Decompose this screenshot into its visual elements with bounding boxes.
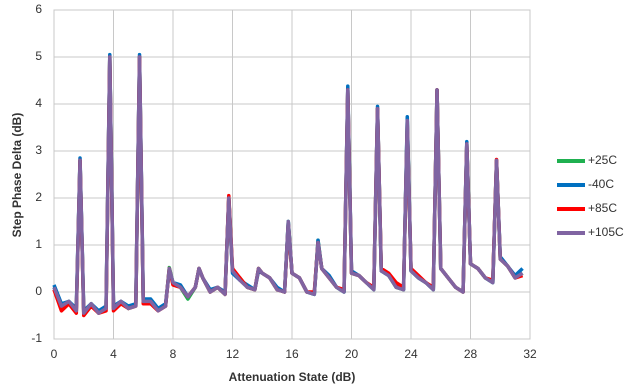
x-tick-label: 8 — [170, 347, 177, 361]
legend-label: +85C — [588, 201, 617, 215]
x-tick-label: 32 — [523, 347, 537, 361]
x-axis-title: Attenuation State (dB) — [229, 370, 356, 384]
x-tick-label: 28 — [464, 347, 478, 361]
x-tick-label: 16 — [285, 347, 299, 361]
legend-label: -40C — [588, 177, 614, 191]
y-tick-label: 4 — [35, 96, 42, 110]
series-line — [52, 52, 524, 313]
y-tick-label: 2 — [35, 190, 42, 204]
legend-label: +105C — [588, 225, 624, 239]
series-line — [52, 55, 524, 315]
y-tick-label: 0 — [35, 284, 42, 298]
series-line — [52, 55, 524, 315]
x-tick-label: 0 — [51, 347, 58, 361]
y-tick-label: 5 — [35, 49, 42, 63]
y-tick-label: 3 — [35, 143, 42, 157]
legend-label: +25C — [588, 153, 617, 167]
x-tick-label: 20 — [345, 347, 359, 361]
y-tick-label: 6 — [35, 2, 42, 16]
x-tick-label: 24 — [404, 347, 418, 361]
x-tick-label: 12 — [226, 347, 240, 361]
y-tick-label: 1 — [35, 237, 42, 251]
y-axis-title: Step Phase Delta (dB) — [10, 113, 24, 238]
series-line — [52, 55, 524, 318]
plot-border — [53, 9, 531, 340]
y-tick-label: -1 — [31, 331, 42, 345]
x-tick-label: 4 — [110, 347, 117, 361]
